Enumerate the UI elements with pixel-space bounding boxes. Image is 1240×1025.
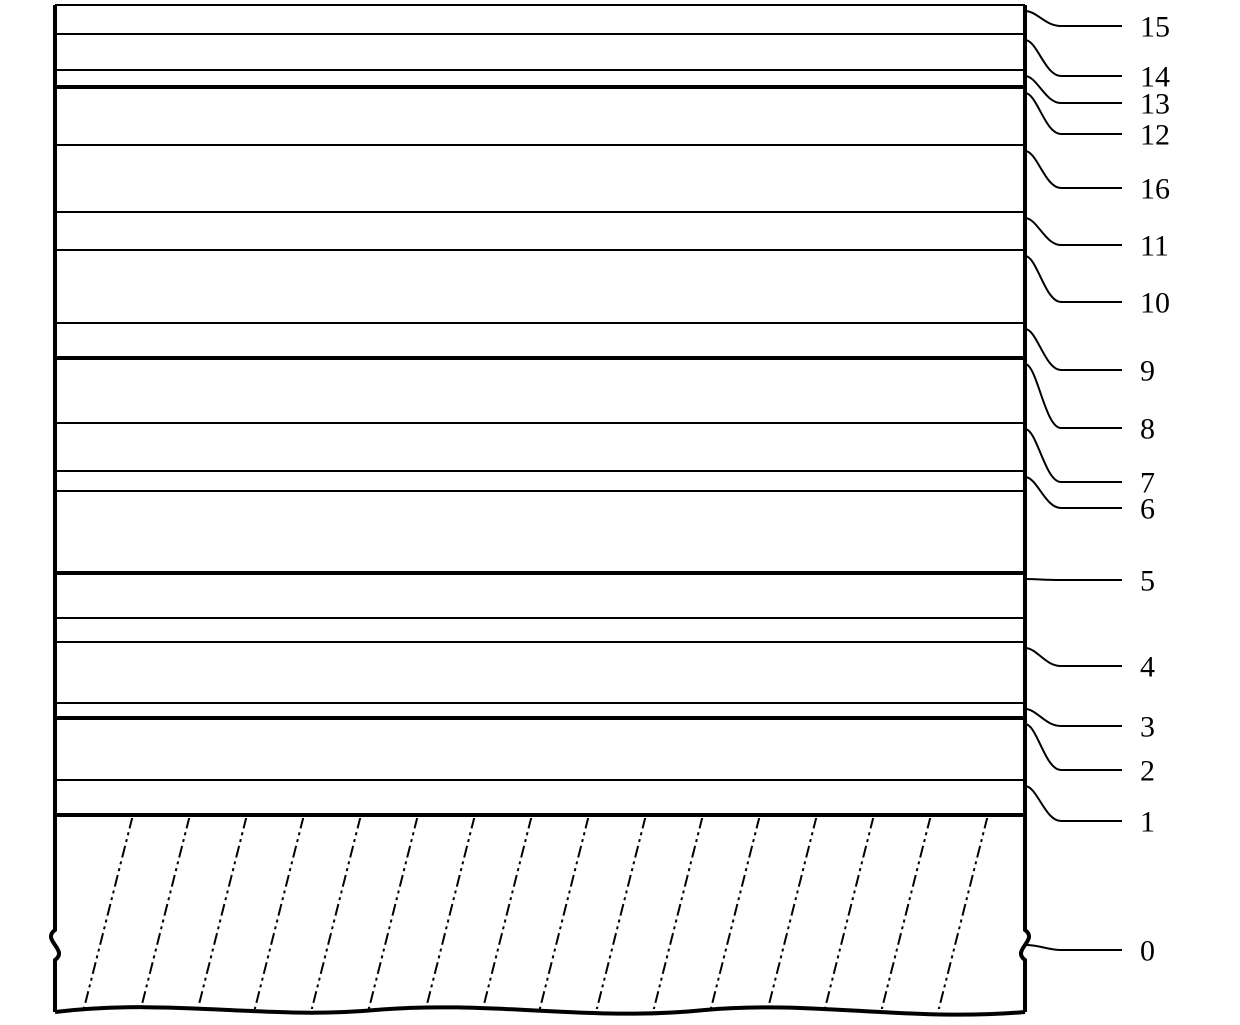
hatch-line-13 [819,795,879,1025]
hatch-line-0 [78,795,138,1025]
hatch-line-1 [135,795,195,1025]
label-6: 6 [1140,493,1155,526]
hatch-line-9 [591,795,651,1025]
leader-12 [1025,93,1122,134]
leader-10 [1025,256,1122,302]
label-5: 5 [1140,565,1155,598]
label-11: 11 [1140,230,1169,263]
label-13: 13 [1140,88,1170,121]
label-15: 15 [1140,11,1170,44]
hatch-line-14 [876,795,936,1025]
label-0: 0 [1140,935,1155,968]
leader-14 [1025,40,1122,76]
label-3: 3 [1140,711,1155,744]
hatch-line-2 [192,795,252,1025]
hatch-line-5 [363,795,423,1025]
label-1: 1 [1140,806,1155,839]
leader-0 [1025,945,1122,950]
leader-1 [1025,786,1122,821]
substrate-hatch [78,795,993,1025]
hatch-line-11 [705,795,765,1025]
leader-9 [1025,329,1122,370]
hatch-line-10 [648,795,708,1025]
label-9: 9 [1140,355,1155,388]
hatch-line-12 [762,795,822,1025]
label-16: 16 [1140,173,1170,206]
leader-2 [1025,724,1122,770]
label-12: 12 [1140,119,1170,152]
hatch-line-4 [306,795,366,1025]
leader-11 [1025,218,1122,245]
label-10: 10 [1140,287,1170,320]
leader-3 [1025,709,1122,726]
hatch-line-8 [534,795,594,1025]
hatch-line-15 [933,795,993,1025]
hatch-line-6 [420,795,480,1025]
leader-13 [1025,76,1122,103]
leader-15 [1025,11,1122,26]
label-4: 4 [1140,651,1155,684]
leader-8 [1025,364,1122,428]
hatch-line-7 [477,795,537,1025]
leader-4 [1025,648,1122,666]
layer-stack-diagram: 151413121611109876543210 [0,0,1240,1025]
hatch-line-3 [249,795,309,1025]
leader-7 [1025,429,1122,482]
leader-5 [1025,579,1122,580]
label-2: 2 [1140,755,1155,788]
substrate-left [51,815,59,1012]
leader-16 [1025,151,1122,188]
substrate-right [1021,815,1029,1012]
label-8: 8 [1140,413,1155,446]
